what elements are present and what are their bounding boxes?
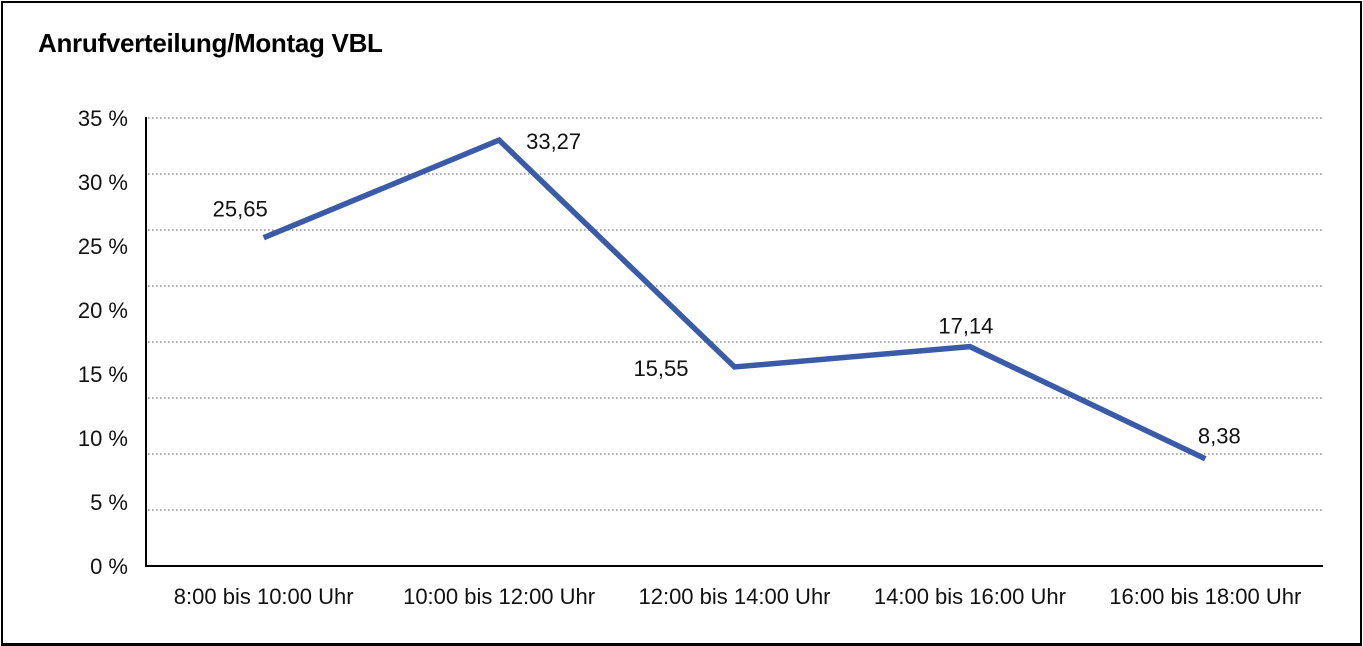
y-axis-tick-label: 35 % (78, 106, 128, 131)
y-axis-tick-label: 0 % (90, 554, 128, 579)
y-axis-tick-label: 30 % (78, 170, 128, 195)
chart-title: Anrufverteilung/Montag VBL (38, 28, 383, 58)
y-axis-tick-label: 5 % (90, 490, 128, 515)
x-axis-category-label: 12:00 bis 14:00 Uhr (638, 584, 830, 609)
data-series-line (262, 136, 1207, 462)
data-point-label: 33,27 (526, 129, 581, 154)
y-axis-tick-label: 10 % (78, 426, 128, 451)
x-axis-category-label: 10:00 bis 12:00 Uhr (403, 584, 595, 609)
y-axis-tick-label: 15 % (78, 362, 128, 387)
data-point-label: 15,55 (633, 356, 688, 381)
data-point-label: 25,65 (213, 197, 268, 222)
x-axis-category-label: 14:00 bis 16:00 Uhr (874, 584, 1066, 609)
y-axis-tick-label: 20 % (78, 298, 128, 323)
x-axis-category-label: 8:00 bis 10:00 Uhr (174, 584, 354, 609)
y-axis-tick-label: 25 % (78, 234, 128, 259)
data-point-label: 17,14 (938, 314, 993, 339)
data-point-label: 8,38 (1198, 424, 1241, 449)
x-axis-category-label: 16:00 bis 18:00 Uhr (1109, 584, 1301, 609)
